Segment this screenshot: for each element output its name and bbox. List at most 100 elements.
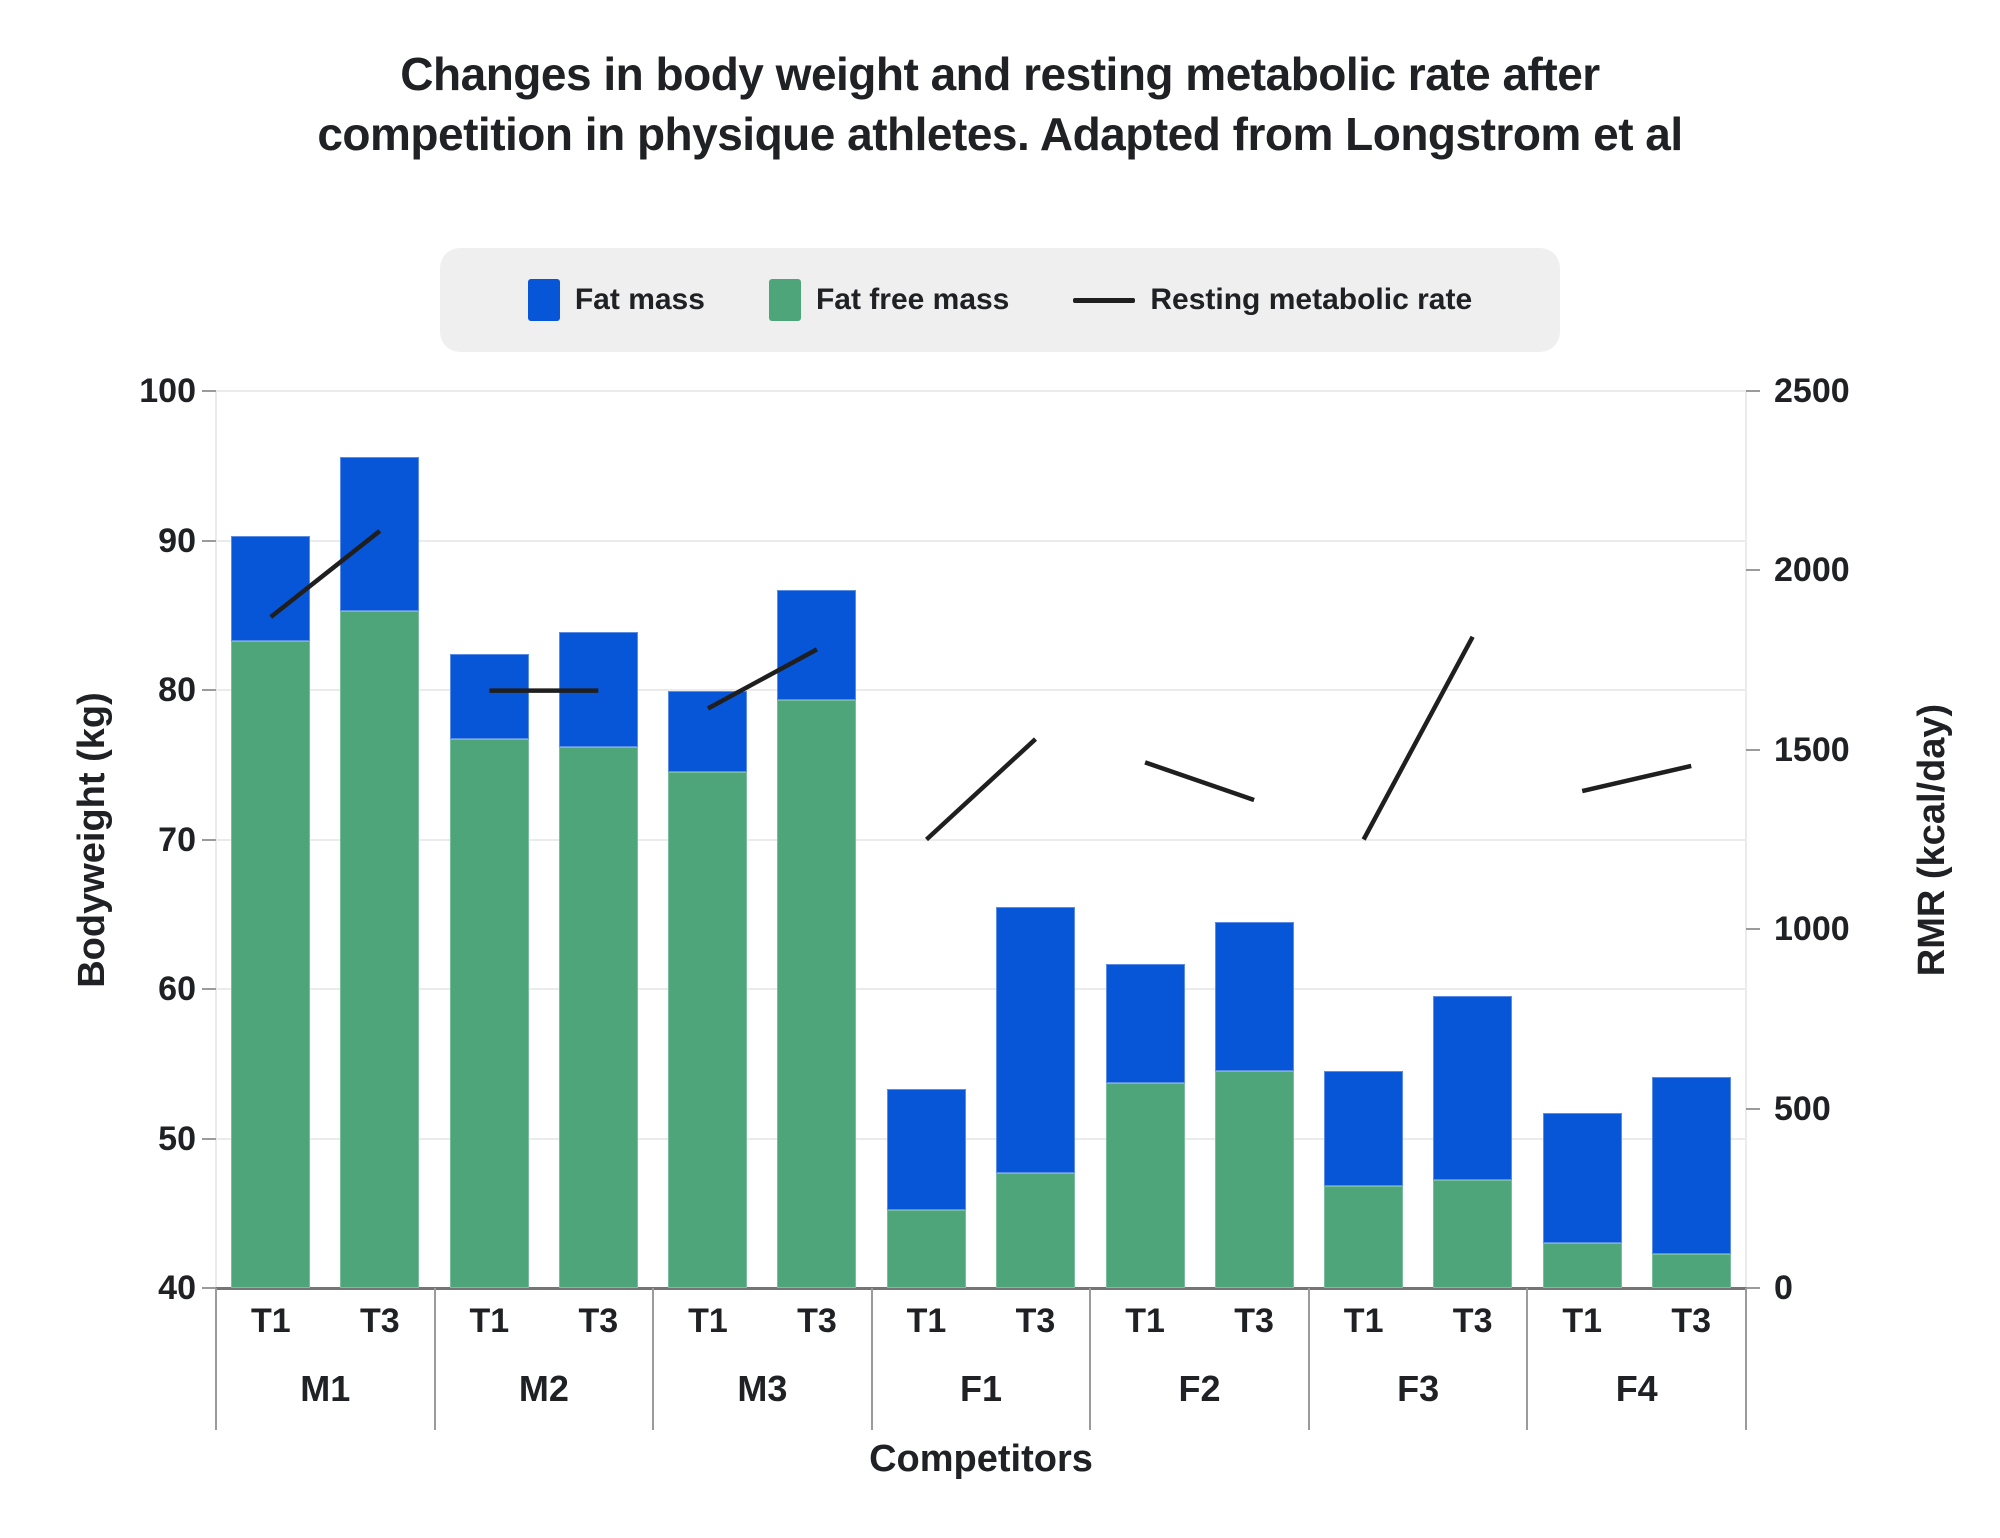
gridline [216, 988, 1746, 990]
x-axis-baseline [216, 1287, 1746, 1290]
group-divider [1307, 1288, 1310, 1430]
bar-fat-mass-M3-T3 [777, 589, 857, 701]
group-label-F3: F3 [1397, 1368, 1440, 1409]
group-divider [1089, 1288, 1092, 1430]
x-tick-label-M2-T1: T1 [469, 1302, 510, 1340]
bar-fat-mass-F1-T1 [887, 1089, 966, 1211]
group-label-M2: M2 [518, 1368, 569, 1409]
bar-fat-free-mass-F1-T1 [887, 1210, 966, 1288]
x-tick-label-F3-T3: T3 [1452, 1302, 1493, 1340]
left-axis-tick [202, 1137, 216, 1140]
right-axis-tick [1746, 1107, 1760, 1110]
group-divider [215, 1288, 217, 1430]
left-axis-tick [202, 689, 216, 691]
bar-fat-free-mass-F3-T3 [1433, 1180, 1513, 1288]
right-axis-tick-label: 2000 [1774, 551, 1850, 590]
bar-fat-free-mass-M1-T3 [340, 610, 420, 1288]
bar-fat-free-mass-M3-T3 [777, 700, 857, 1288]
bar-fat-mass-F3-T3 [1433, 996, 1513, 1181]
gridline [216, 539, 1746, 542]
right-axis-tick-label: 500 [1774, 1089, 1831, 1128]
x-axis-title: Competitors [869, 1438, 1093, 1480]
left-axis-tick-label: 100 [139, 372, 196, 410]
legend-item-fat-free-mass: Fat free mass [768, 279, 1010, 321]
group-label-M3: M3 [737, 1368, 788, 1409]
right-axis-tick-label: 2500 [1774, 372, 1850, 410]
gridline [216, 1137, 1746, 1140]
group-divider [1745, 1288, 1747, 1430]
bar-fat-free-mass-M2-T3 [558, 746, 638, 1288]
x-tick-label-F2-T3: T3 [1234, 1302, 1274, 1340]
left-axis-tick-label: 70 [158, 820, 196, 859]
bar-fat-mass-F4-T3 [1651, 1077, 1731, 1254]
chart-title-line1: Changes in body weight and resting metab… [400, 48, 1600, 100]
group-label-F4: F4 [1615, 1368, 1658, 1409]
group-label-F1: F1 [959, 1368, 1002, 1409]
bar-fat-free-mass-F3-T1 [1324, 1186, 1404, 1288]
gridline [216, 390, 1746, 392]
x-tick-label-M3-T1: T1 [688, 1302, 728, 1340]
fat-free-mass-swatch-icon [768, 279, 801, 321]
right-axis-tick-label: 1500 [1774, 730, 1850, 769]
legend-label-fat-free-mass: Fat free mass [815, 283, 1010, 316]
left-axis-tick [202, 1287, 216, 1289]
x-tick-label-M2-T3: T3 [578, 1302, 619, 1340]
right-axis-tick [1746, 569, 1760, 572]
left-axis-tick-label: 80 [158, 671, 196, 709]
bar-fat-mass-F2-T1 [1105, 963, 1185, 1084]
right-axis-tick [1746, 748, 1760, 751]
group-divider [433, 1288, 436, 1430]
chart-title: Changes in body weight and resting metab… [110, 44, 1890, 164]
left-axis-tick-label: 90 [158, 521, 196, 560]
rmr-line-F2 [1144, 760, 1255, 803]
x-tick-label-M1-T1: T1 [250, 1302, 291, 1340]
x-tick-label-F1-T3: T3 [1015, 1302, 1056, 1340]
legend-item-rmr: Resting metabolic rate [1073, 283, 1472, 317]
bar-fat-free-mass-F2-T3 [1214, 1071, 1294, 1288]
bar-fat-mass-M2-T1 [449, 654, 529, 740]
x-tick-label-F4-T3: T3 [1671, 1302, 1712, 1340]
legend-label-rmr: Resting metabolic rate [1150, 283, 1473, 316]
bar-fat-free-mass-M3-T1 [668, 772, 748, 1288]
right-axis-tick-label: 0 [1774, 1269, 1793, 1307]
left-axis-tick [202, 838, 216, 841]
right-axis-title: RMR (kcal/day) [1911, 703, 1953, 977]
bar-fat-free-mass-M1-T1 [231, 640, 311, 1288]
plot-border [215, 391, 217, 1288]
bar-fat-mass-M1-T1 [231, 536, 311, 641]
bar-fat-mass-F2-T3 [1214, 921, 1294, 1072]
group-divider [652, 1288, 655, 1430]
bar-fat-mass-M2-T3 [558, 631, 638, 747]
group-label-F2: F2 [1178, 1368, 1221, 1409]
left-axis-tick-label: 60 [158, 970, 196, 1008]
left-axis-tick [202, 539, 216, 542]
left-axis-tick-label: 40 [158, 1269, 196, 1307]
rmr-line-F3 [1361, 635, 1475, 841]
bar-fat-mass-F4-T1 [1542, 1113, 1622, 1244]
chart-title-line2: competition in physique athletes. Adapte… [317, 108, 1683, 160]
x-tick-label-F1-T1: T1 [906, 1302, 947, 1340]
bar-fat-mass-M3-T1 [668, 691, 748, 773]
right-axis-tick [1746, 928, 1760, 931]
bar-fat-mass-M1-T3 [340, 456, 420, 611]
legend-label-fat-mass: Fat mass [574, 283, 705, 316]
right-axis-tick-label: 1000 [1774, 910, 1850, 949]
x-tick-label-F4-T1: T1 [1562, 1302, 1603, 1340]
left-axis-tick [202, 390, 216, 392]
x-tick-label-M1-T3: T3 [359, 1302, 400, 1340]
fat-mass-swatch-icon [527, 279, 560, 321]
rmr-line-swatch-icon [1073, 297, 1136, 303]
legend: Fat mass Fat free mass Resting metabolic… [440, 248, 1560, 352]
x-tick-label-F2-T1: T1 [1125, 1302, 1165, 1340]
group-label-M1: M1 [300, 1368, 351, 1409]
bar-fat-free-mass-F4-T1 [1542, 1243, 1622, 1288]
bar-fat-free-mass-M2-T1 [449, 739, 529, 1288]
gridline [216, 838, 1746, 841]
bar-fat-free-mass-F4-T3 [1651, 1253, 1731, 1288]
bar-fat-mass-F1-T3 [996, 906, 1075, 1173]
right-axis-tick [1746, 1287, 1760, 1289]
rmr-line-F1 [924, 737, 1038, 842]
x-tick-label-M3-T3: T3 [797, 1302, 837, 1340]
bar-fat-free-mass-F2-T1 [1105, 1083, 1185, 1288]
